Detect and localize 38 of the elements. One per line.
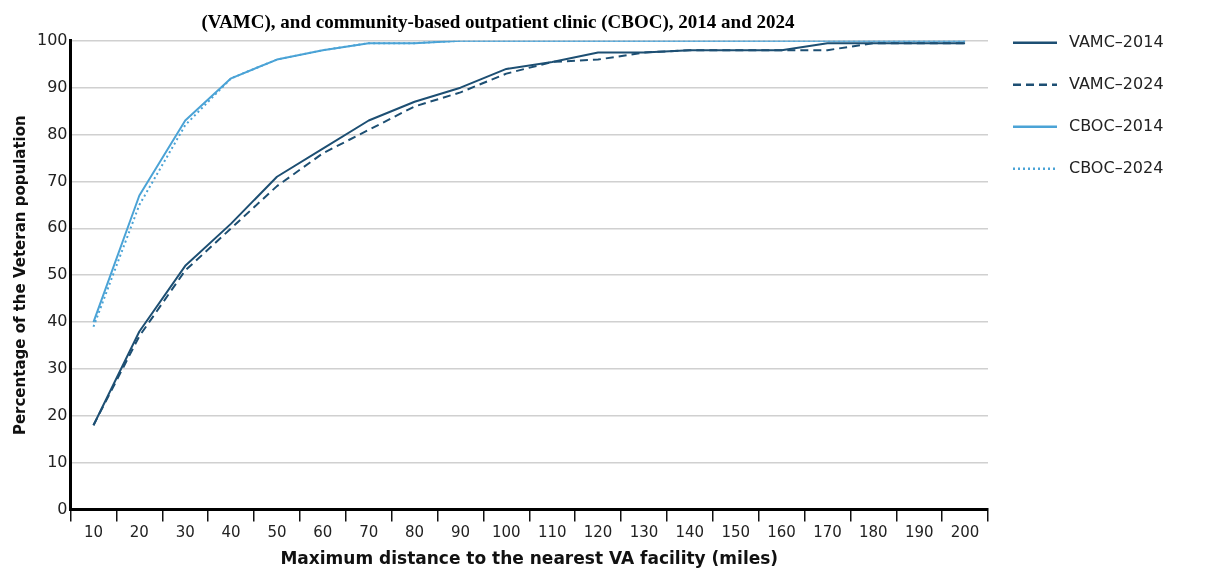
y-axis-title: Percentage of the Veteran population	[10, 115, 29, 436]
legend-label: CBOC–2014	[1069, 115, 1164, 135]
x-tick-label: 30	[175, 523, 195, 542]
x-tick-label: 180	[859, 523, 888, 542]
y-tick-label: 70	[47, 170, 68, 190]
x-tick-label: 120	[583, 523, 613, 542]
x-tick-label: 140	[675, 523, 705, 542]
y-tick-label: 10	[47, 451, 68, 471]
x-tick-label: 60	[313, 523, 333, 542]
x-tick-label: 80	[405, 523, 425, 542]
x-tick-label: 40	[221, 523, 241, 542]
y-tick-label: 20	[47, 405, 68, 424]
chart-title: (VAMC), and community-based outpatient clinic (CBOC), 2014 and 2024	[201, 11, 795, 34]
x-tick-label: 160	[767, 523, 796, 542]
legend-label: VAMC–2024	[1069, 73, 1164, 93]
y-tick-label: 60	[47, 217, 68, 237]
y-tick-label: 30	[47, 358, 68, 378]
x-tick-label: 50	[267, 523, 287, 542]
x-tick-label: 10	[83, 523, 104, 542]
x-axis-title: Maximum distance to the nearest VA facility (miles)	[280, 548, 779, 569]
legend-label: VAMC–2014	[1069, 31, 1164, 51]
x-tick-label: 100	[492, 523, 521, 542]
x-tick-label: 110	[537, 523, 567, 542]
legend-label: CBOC–2024	[1069, 157, 1164, 177]
x-tick-label: 190	[904, 523, 934, 542]
y-tick-label: 40	[47, 311, 68, 331]
y-tick-label: 0	[57, 498, 68, 518]
x-tick-label: 90	[450, 523, 471, 542]
x-tick-label: 20	[129, 523, 149, 542]
x-tick-label: 70	[359, 523, 379, 542]
y-tick-label: 90	[47, 76, 68, 96]
x-tick-label: 170	[813, 523, 842, 542]
x-tick-label: 200	[950, 523, 980, 542]
x-tick-label: 150	[721, 523, 751, 542]
x-tick-label: 130	[629, 523, 659, 542]
y-tick-label: 80	[47, 123, 68, 143]
y-tick-label: 50	[47, 264, 68, 284]
y-tick-label: 100	[36, 29, 68, 49]
